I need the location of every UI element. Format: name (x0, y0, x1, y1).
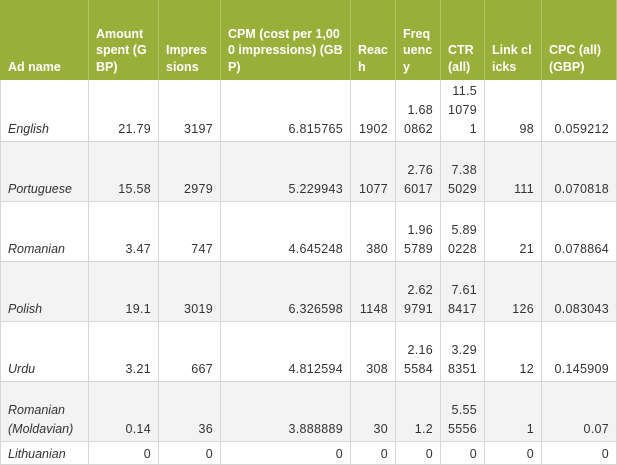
cell-ad-name: Lithuanian (0, 441, 89, 465)
cell-frequency: 1.680862 (395, 80, 441, 142)
cell-impressions: 747 (158, 201, 221, 262)
table-row: Polish 19.1 3019 6.326598 1148 2.629791 … (0, 261, 617, 322)
cell-reach: 1902 (350, 80, 396, 142)
cell-amount-spent: 3.47 (88, 201, 159, 262)
cell-frequency: 2.629791 (395, 261, 441, 322)
cell-reach: 0 (350, 441, 396, 465)
col-header-ad-name[interactable]: Ad name (0, 0, 89, 80)
cell-ctr: 7.385029 (440, 141, 485, 202)
table-row: Lithuanian 0 0 0 0 0 0 0 0 (0, 441, 617, 465)
cell-frequency: 2.165584 (395, 321, 441, 382)
cell-cpc: 0 (541, 441, 617, 465)
cell-link-clicks: 0 (484, 441, 542, 465)
table-row: Romanian (Moldavian) 0.14 36 3.888889 30… (0, 381, 617, 442)
cell-cpm: 3.888889 (220, 381, 351, 442)
cell-reach: 308 (350, 321, 396, 382)
cell-reach: 1077 (350, 141, 396, 202)
cell-ad-name: Portuguese (0, 141, 89, 202)
cell-impressions: 36 (158, 381, 221, 442)
cell-cpm: 5.229943 (220, 141, 351, 202)
header-row: Ad name Amount spent (GBP) Impressions C… (0, 0, 617, 80)
cell-ctr: 3.298351 (440, 321, 485, 382)
col-header-reach[interactable]: Reach (350, 0, 396, 80)
cell-link-clicks: 126 (484, 261, 542, 322)
cell-ctr: 5.555556 (440, 381, 485, 442)
cell-impressions: 3019 (158, 261, 221, 322)
cell-impressions: 0 (158, 441, 221, 465)
cell-reach: 30 (350, 381, 396, 442)
col-header-cpc[interactable]: CPC (all) (GBP) (541, 0, 617, 80)
cell-frequency: 1.965789 (395, 201, 441, 262)
cell-ad-name: Polish (0, 261, 89, 322)
cell-link-clicks: 98 (484, 80, 542, 142)
cell-cpm: 4.812594 (220, 321, 351, 382)
cell-reach: 1148 (350, 261, 396, 322)
cell-ad-name: English (0, 80, 89, 142)
cell-ad-name: Romanian (0, 201, 89, 262)
table-row: Romanian 3.47 747 4.645248 380 1.965789 … (0, 201, 617, 262)
cell-ctr: 11.510791 (440, 80, 485, 142)
cell-amount-spent: 19.1 (88, 261, 159, 322)
cell-amount-spent: 15.58 (88, 141, 159, 202)
cell-reach: 380 (350, 201, 396, 262)
table-row: Portuguese 15.58 2979 5.229943 1077 2.76… (0, 141, 617, 202)
cell-amount-spent: 0 (88, 441, 159, 465)
cell-frequency: 2.766017 (395, 141, 441, 202)
col-header-link-clicks[interactable]: Link clicks (484, 0, 542, 80)
cell-frequency: 0 (395, 441, 441, 465)
cell-cpc: 0.083043 (541, 261, 617, 322)
col-header-impressions[interactable]: Impressions (158, 0, 221, 80)
col-header-ctr[interactable]: CTR (all) (440, 0, 485, 80)
cell-cpm: 4.645248 (220, 201, 351, 262)
cell-ad-name: Urdu (0, 321, 89, 382)
cell-cpc: 0.078864 (541, 201, 617, 262)
cell-amount-spent: 21.79 (88, 80, 159, 142)
cell-ctr: 7.618417 (440, 261, 485, 322)
cell-cpc: 0.07 (541, 381, 617, 442)
col-header-amount-spent[interactable]: Amount spent (GBP) (88, 0, 159, 80)
cell-impressions: 3197 (158, 80, 221, 142)
cell-impressions: 667 (158, 321, 221, 382)
cell-ctr: 5.890228 (440, 201, 485, 262)
cell-cpm: 6.815765 (220, 80, 351, 142)
cell-cpc: 0.145909 (541, 321, 617, 382)
cell-amount-spent: 0.14 (88, 381, 159, 442)
cell-ad-name: Romanian (Moldavian) (0, 381, 89, 442)
cell-cpc: 0.070818 (541, 141, 617, 202)
cell-amount-spent: 3.21 (88, 321, 159, 382)
cell-link-clicks: 12 (484, 321, 542, 382)
cell-link-clicks: 1 (484, 381, 542, 442)
table-row: Urdu 3.21 667 4.812594 308 2.165584 3.29… (0, 321, 617, 382)
col-header-cpm[interactable]: CPM (cost per 1,000 impressions) (GBP) (220, 0, 351, 80)
cell-impressions: 2979 (158, 141, 221, 202)
cell-cpm: 6.326598 (220, 261, 351, 322)
cell-frequency: 1.2 (395, 381, 441, 442)
cell-ctr: 0 (440, 441, 485, 465)
col-header-frequency[interactable]: Frequency (395, 0, 441, 80)
cell-cpm: 0 (220, 441, 351, 465)
cell-cpc: 0.059212 (541, 80, 617, 142)
cell-link-clicks: 21 (484, 201, 542, 262)
cell-link-clicks: 111 (484, 141, 542, 202)
table-row: English 21.79 3197 6.815765 1902 1.68086… (0, 80, 617, 142)
